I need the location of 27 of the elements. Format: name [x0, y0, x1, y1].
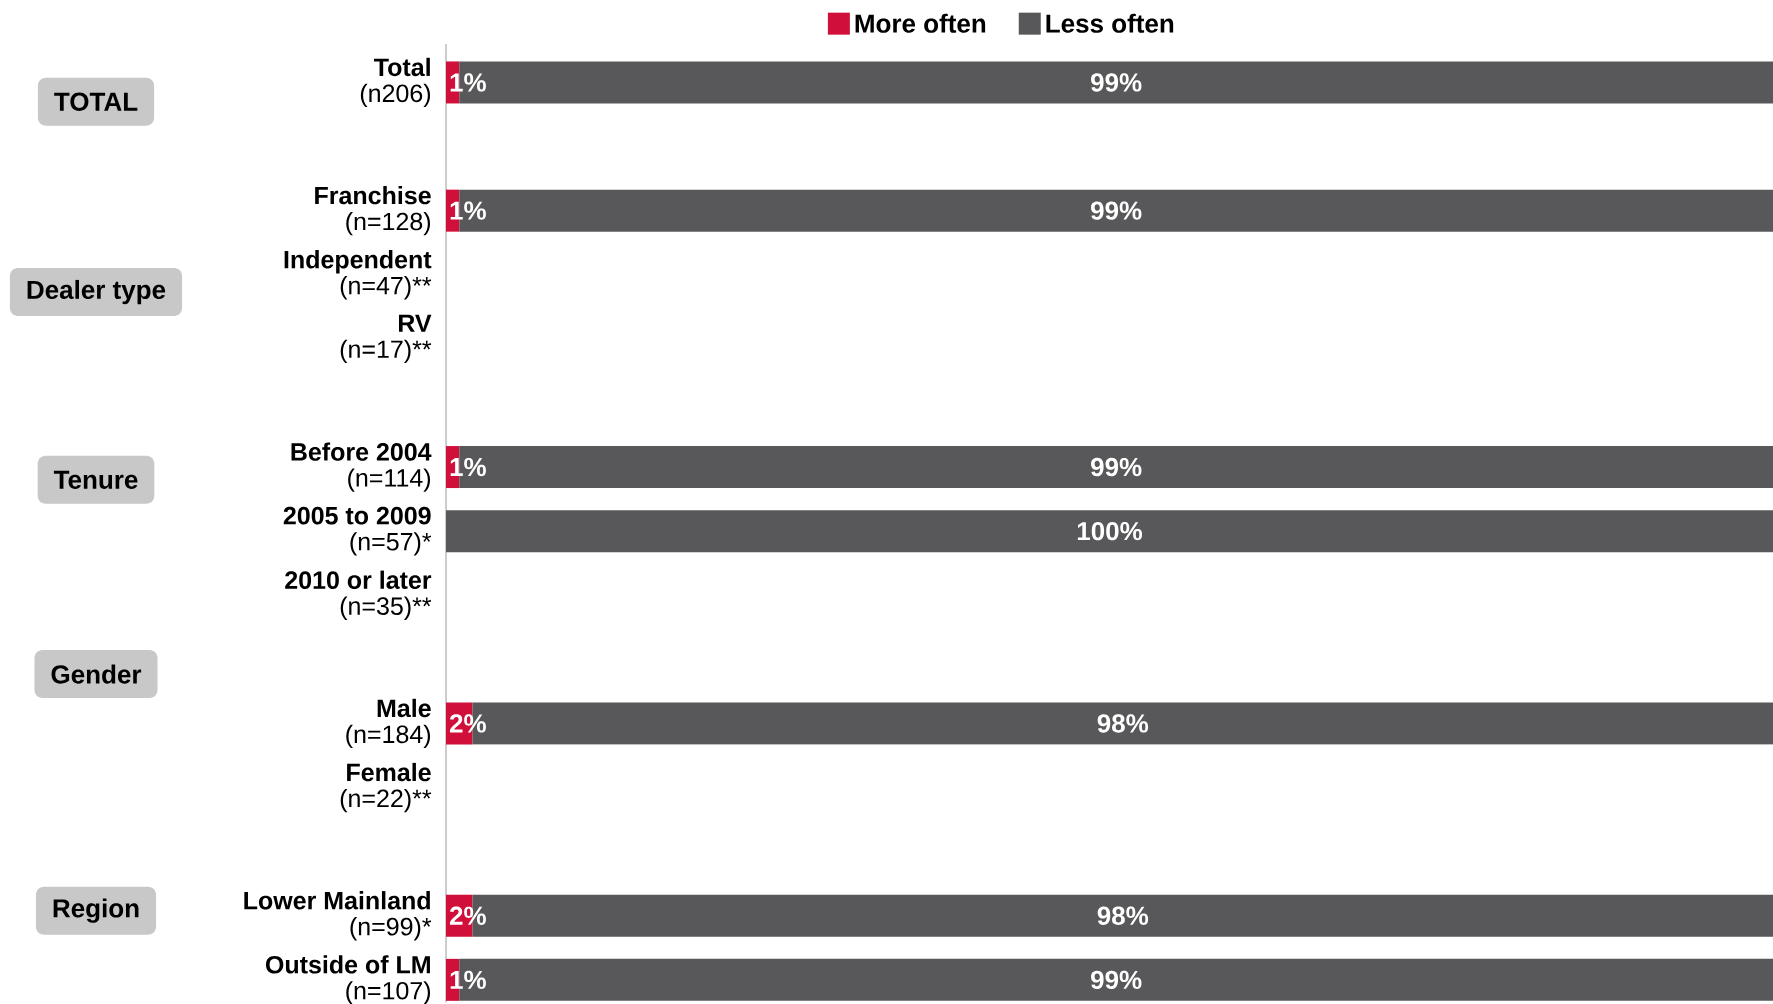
y-tick-label: Before 2004 (n=114)	[291, 442, 432, 492]
y-tick-label: 2010 or later (n=35)**	[285, 570, 432, 620]
y-tick-label: Outside of LM (n=107)	[265, 955, 431, 1004]
data-label: 2%	[449, 714, 486, 733]
text: Tenure	[53, 470, 138, 489]
y-tick-label: Lower Mainland (n=99)*	[244, 891, 432, 941]
text: Gender	[51, 664, 142, 684]
text: Dealer type	[27, 279, 166, 305]
data-label: 2%	[449, 906, 486, 925]
data-label: 99%	[1091, 457, 1142, 477]
y-tick-label: Franchise (n=128)	[315, 185, 431, 236]
text: Region	[53, 898, 139, 923]
data-label: 98%	[1097, 906, 1149, 925]
y-tick-label: Female (n=22)**	[340, 762, 432, 813]
y-tick-label: Total (n206)	[360, 57, 431, 108]
text: TOTAL	[54, 92, 138, 111]
data-label: 100%	[1077, 521, 1143, 541]
legend-label: Less often	[1046, 13, 1174, 33]
data-label: 99%	[1091, 970, 1142, 990]
legend-label: More often	[855, 13, 986, 33]
y-tick-label: Independent (n=47)**	[284, 250, 432, 300]
data-label: 99%	[1091, 73, 1142, 92]
y-tick-label: RV (n=17)**	[340, 314, 432, 364]
y-tick-label: Male (n=184)	[346, 698, 431, 749]
data-label: 99%	[1091, 201, 1142, 220]
data-label: 98%	[1097, 714, 1149, 733]
y-tick-label: 2005 to 2009 (n=57)*	[283, 506, 432, 556]
